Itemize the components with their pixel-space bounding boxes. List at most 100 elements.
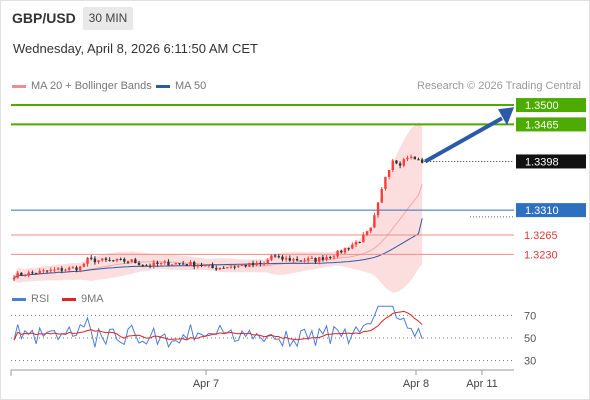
candle-body [365, 231, 369, 235]
candle-body [86, 257, 89, 264]
candle-body [108, 259, 111, 261]
candle-body [101, 258, 104, 261]
legend-ma50: MA 50 [156, 80, 206, 92]
legend-rsi: RSI [12, 293, 49, 305]
timeframe-button[interactable]: 30 MIN [83, 7, 133, 30]
support-level-label: 1.3230 [524, 249, 558, 261]
bollinger-band-area [14, 122, 423, 293]
candle-body [413, 156, 417, 160]
candle-body [332, 256, 336, 258]
forecast-arrow-head [498, 107, 514, 126]
candle-body [60, 268, 64, 271]
candle-body [115, 258, 119, 261]
candle-body [152, 262, 155, 267]
candle-body [23, 275, 27, 277]
candle-body [145, 265, 148, 267]
target-level-label: 1.3500 [525, 100, 559, 112]
candle-body [262, 263, 266, 265]
candle-body [93, 258, 97, 263]
candle-body [218, 267, 222, 270]
ma50-legend-label: MA 50 [175, 80, 207, 92]
candle-body [351, 244, 354, 249]
candle-body [167, 261, 170, 266]
candle-body [362, 234, 365, 243]
candle-body [248, 263, 251, 267]
candle-body [207, 265, 211, 267]
target-level-label: 1.3465 [525, 119, 559, 131]
candle-body [373, 215, 376, 228]
candle-body [229, 266, 233, 268]
symbol-title: GBP/USD [12, 10, 76, 26]
ma50-line [13, 218, 423, 279]
candle-body [137, 262, 141, 265]
candle-body [148, 265, 152, 267]
candle-body [384, 176, 387, 189]
candle-body [104, 258, 108, 260]
last-price-tag [516, 154, 586, 169]
candle-body [200, 264, 203, 267]
rsi-swatch [12, 297, 26, 301]
time-axis-label: Apr 8 [403, 378, 429, 390]
ma20-legend-label: MA 20 + Bollinger Bands [31, 80, 152, 92]
candle-body [38, 270, 41, 274]
candle-body [273, 255, 277, 257]
candle-body [295, 259, 299, 261]
candle-body [340, 250, 343, 253]
time-axis-label: Apr 11 [466, 378, 498, 390]
candle-body [141, 264, 144, 266]
forecast-arrow-shaft [424, 116, 503, 164]
candle-body [189, 261, 192, 266]
candle-body [226, 267, 229, 269]
candle-body [391, 160, 394, 170]
candle-body [204, 265, 207, 267]
candle-body [343, 248, 347, 253]
candle-body [336, 250, 339, 257]
candle-body [112, 260, 115, 262]
pivot-level-tag [516, 203, 586, 218]
candle-body [75, 267, 78, 271]
rsi-legend-label: RSI [31, 293, 50, 305]
candle-body [196, 264, 200, 267]
target-level-tag [516, 98, 586, 113]
candle-body [259, 262, 262, 264]
candle-body [215, 268, 218, 270]
candle-body [329, 257, 332, 259]
ma9-swatch [62, 297, 76, 301]
candle-body [398, 163, 402, 166]
candle-body [266, 259, 269, 264]
candle-body [314, 258, 317, 262]
candle-body [67, 267, 71, 270]
candle-body [244, 264, 247, 267]
candle-body [42, 270, 45, 272]
candle-body [288, 258, 292, 261]
candle-body [119, 258, 122, 260]
candle-body [237, 265, 240, 267]
rsi-tick-label: 50 [524, 333, 536, 345]
candle-body [130, 259, 133, 262]
candle-body [49, 269, 52, 272]
candle-body [409, 156, 413, 158]
price-chart: 1.3500 1.3465 1.3398 1.3310 1.3265 1.3230 [11, 98, 586, 293]
candle-body [16, 272, 19, 278]
candle-body [347, 248, 350, 250]
candle-body [56, 268, 60, 270]
candle-body [64, 269, 67, 271]
candle-body [277, 256, 280, 258]
candle-body [321, 257, 325, 260]
candle-body [376, 202, 380, 216]
candle-body [20, 272, 23, 276]
ma20-swatch [12, 84, 26, 88]
candle-body [251, 263, 255, 266]
rsi-line [13, 305, 423, 349]
credit-text: Research © 2026 Trading Central [416, 80, 581, 92]
candle-body [71, 267, 75, 269]
candle-body [303, 260, 306, 262]
candle-body [185, 264, 189, 266]
legend-ma20: MA 20 + Bollinger Bands [12, 80, 152, 92]
rsi-chart: 70 50 30 [11, 305, 536, 368]
candle-body [369, 227, 372, 232]
candle-body [306, 258, 310, 261]
datetime-label: Wednesday, April 8, 2026 6:11:50 AM CET [13, 41, 258, 56]
candle-body [255, 262, 258, 266]
